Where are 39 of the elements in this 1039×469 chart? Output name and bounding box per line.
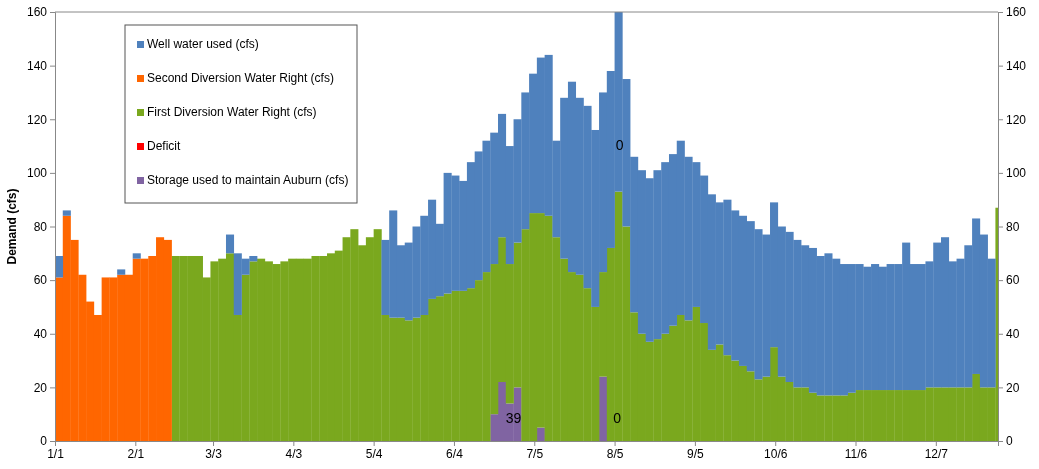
legend-label: Well water used (cfs) [147, 37, 259, 52]
y2-tick-label: 80 [1006, 219, 1020, 234]
y2-tick-label: 20 [1006, 380, 1020, 395]
annotation: 39 [505, 410, 522, 427]
y2-tick-label: 140 [1006, 58, 1027, 73]
y-tick-label: 80 [33, 219, 48, 234]
y2-tick-label: 160 [1006, 5, 1027, 20]
x-tick-label: 1/1 [47, 446, 65, 461]
x-tick-label: 8/5 [606, 446, 624, 461]
y-tick-label: 0 [40, 434, 48, 449]
x-tick-label: 5/4 [365, 446, 383, 461]
y-tick-label: 60 [33, 273, 48, 288]
x-tick-label: 9/5 [687, 446, 705, 461]
y2-tick-label: 100 [1006, 166, 1027, 181]
y-tick-label: 20 [33, 380, 48, 395]
x-tick-label: 6/4 [446, 446, 464, 461]
annotation: 0 [615, 136, 624, 153]
annotation: 0 [613, 410, 622, 427]
y2-tick-label: 0 [1006, 434, 1013, 449]
x-tick-label: 12/7 [924, 446, 949, 461]
x-tick-label: 11/6 [844, 446, 868, 461]
y2-tick-label: 40 [1006, 327, 1020, 342]
y-tick-label: 140 [26, 58, 48, 73]
x-tick-label: 3/3 [205, 446, 223, 461]
y-tick-label: 160 [26, 5, 48, 20]
y-axis-title: Demand (cfs) [5, 188, 19, 265]
y-tick-label: 120 [26, 112, 48, 127]
y2-tick-label: 60 [1006, 273, 1020, 288]
y-tick-label: 40 [33, 327, 48, 342]
legend-label: First Diversion Water Right (cfs) [147, 105, 317, 120]
y2-tick-label: 120 [1006, 112, 1027, 127]
y-tick-label: 100 [26, 166, 48, 181]
x-tick-label: 2/1 [127, 446, 145, 461]
legend-label: Deficit [147, 139, 182, 154]
x-tick-label: 10/6 [764, 446, 788, 461]
x-tick-label: 7/5 [526, 446, 544, 461]
x-tick-label: 4/3 [285, 446, 303, 461]
legend-label: Storage used to maintain Auburn (cfs) [147, 173, 349, 188]
legend-label: Second Diversion Water Right (cfs) [147, 71, 334, 86]
